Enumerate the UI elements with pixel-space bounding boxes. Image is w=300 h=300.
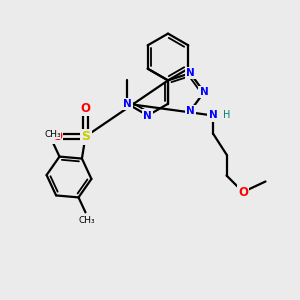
Text: O: O (80, 101, 91, 115)
Text: N: N (123, 99, 132, 109)
Text: N: N (186, 68, 195, 78)
Text: S: S (81, 130, 90, 143)
Text: CH₃: CH₃ (44, 130, 61, 139)
Text: N: N (143, 110, 152, 121)
Text: H: H (223, 110, 230, 121)
Text: O: O (238, 185, 248, 199)
Text: CH₃: CH₃ (79, 216, 95, 225)
Text: N: N (200, 87, 208, 97)
Text: O: O (52, 130, 62, 143)
Text: N: N (208, 110, 217, 121)
Text: N: N (186, 106, 195, 116)
